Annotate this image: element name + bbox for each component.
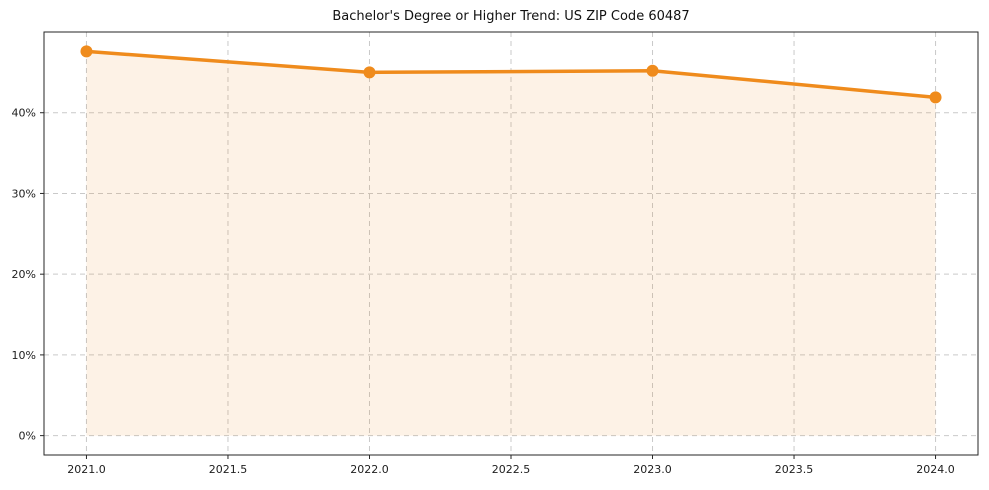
data-point-marker	[363, 66, 376, 79]
x-tick-label: 2022.0	[350, 463, 389, 476]
x-tick-label: 2023.0	[633, 463, 672, 476]
y-tick-label: 20%	[12, 268, 36, 281]
data-point-marker	[646, 64, 659, 77]
trend-line	[84, 49, 938, 100]
x-tick-label: 2024.0	[916, 463, 955, 476]
y-tick-label: 40%	[12, 107, 36, 120]
data-point-marker	[80, 45, 93, 58]
x-tick-label: 2022.5	[492, 463, 531, 476]
y-tick-label: 10%	[12, 349, 36, 362]
x-tick-label: 2023.5	[775, 463, 814, 476]
area-fill	[86, 51, 936, 436]
x-tick-label: 2021.0	[67, 463, 106, 476]
data-point-marker	[929, 91, 942, 104]
y-tick-label: 30%	[12, 187, 36, 200]
y-tick-label: 0%	[19, 430, 36, 443]
plot-area: 2021.0 2021.5 2022.0 2022.5 2023.0 2023.5 2024…	[12, 31, 979, 476]
chart-title: Bachelor's Degree or Higher Trend: US ZI…	[332, 9, 689, 24]
x-tick-label: 2021.5	[209, 463, 248, 476]
